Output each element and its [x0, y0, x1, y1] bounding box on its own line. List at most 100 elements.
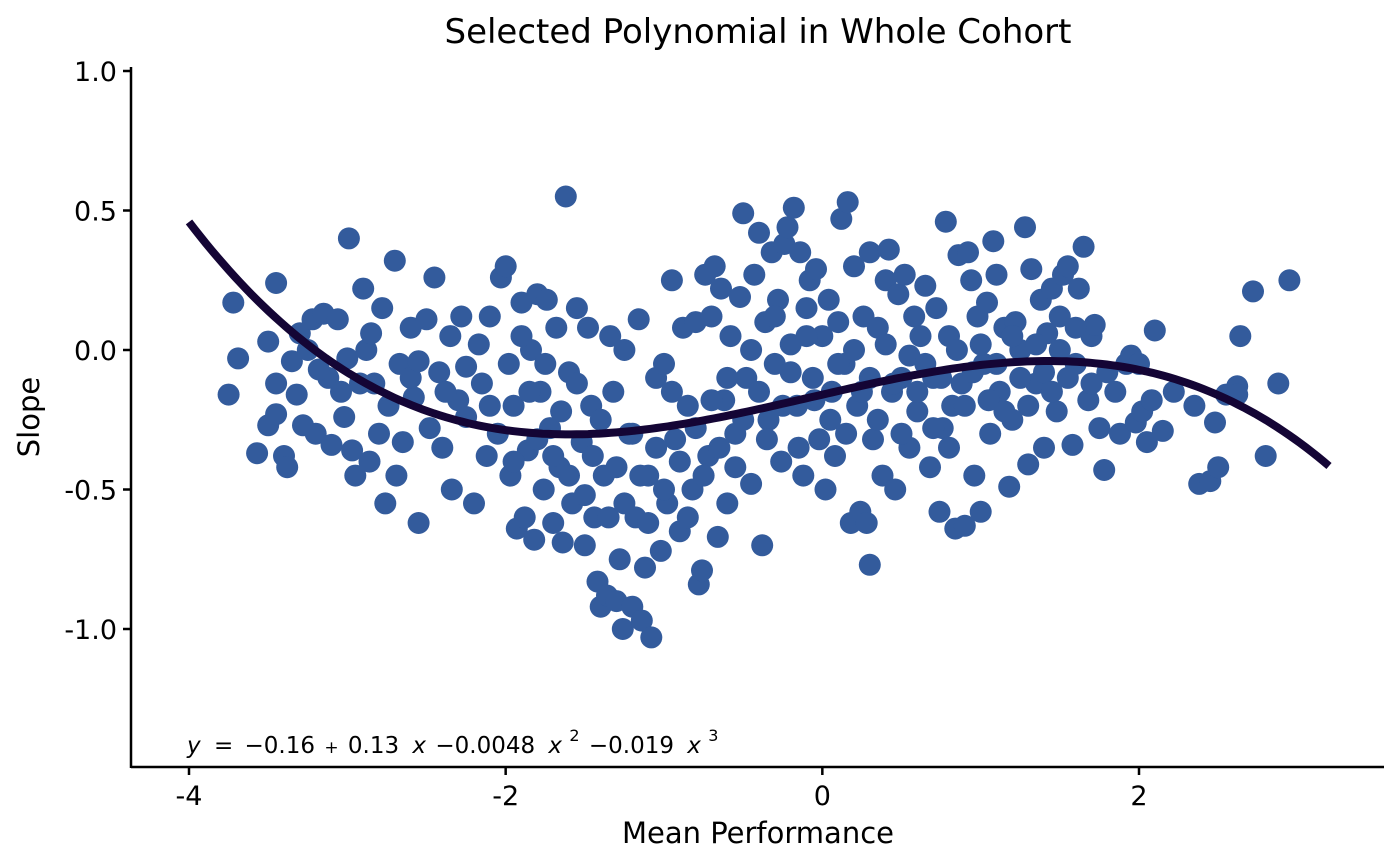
- data-point: [979, 422, 1002, 445]
- data-point: [257, 330, 280, 353]
- data-point: [439, 325, 462, 348]
- data-point: [795, 297, 818, 320]
- data-point: [1045, 400, 1068, 423]
- data-point: [706, 525, 729, 548]
- data-point: [246, 442, 269, 465]
- y-tick-label: 0.0: [74, 336, 117, 367]
- y-ticks: -1.0 -0.5 0.0 0.5 1.0: [64, 57, 131, 646]
- data-point: [884, 478, 907, 501]
- data-point: [676, 394, 699, 417]
- eq-plus: +: [324, 738, 338, 758]
- data-point: [977, 389, 1000, 412]
- data-point: [304, 422, 327, 445]
- data-point: [653, 478, 675, 501]
- data-point: [320, 433, 343, 456]
- y-tick-label: 0.5: [74, 197, 117, 228]
- data-point: [337, 227, 360, 250]
- data-point: [703, 255, 726, 278]
- data-point: [307, 358, 330, 381]
- x-ticks: -4 -2 0 2: [176, 767, 1148, 812]
- data-point: [817, 288, 840, 311]
- data-point: [1093, 459, 1116, 481]
- data-point: [1056, 255, 1079, 278]
- data-point: [399, 366, 422, 389]
- eq-x1: x: [411, 733, 426, 759]
- data-point: [969, 333, 992, 356]
- data-point: [740, 472, 763, 495]
- data-point: [836, 191, 859, 214]
- data-point: [660, 380, 683, 403]
- eq-y: y: [186, 733, 201, 759]
- data-point: [1020, 258, 1043, 281]
- eq-x2: x: [547, 733, 562, 759]
- data-point: [371, 297, 394, 320]
- data-point: [827, 352, 850, 375]
- y-tick-label: -0.5: [64, 476, 117, 507]
- data-point: [993, 400, 1016, 423]
- data-point: [573, 484, 596, 507]
- data-point: [719, 325, 742, 348]
- data-point: [893, 263, 916, 286]
- data-point: [855, 512, 878, 534]
- data-point: [748, 380, 770, 403]
- data-point: [653, 352, 675, 375]
- data-point: [808, 428, 831, 451]
- data-point: [1254, 445, 1277, 467]
- eq-x3: x: [686, 733, 701, 759]
- data-point: [502, 450, 525, 473]
- data-point: [787, 436, 810, 459]
- x-axis-label: Mean Performance: [622, 816, 894, 850]
- data-point: [953, 514, 976, 537]
- data-point: [692, 464, 715, 487]
- data-point: [735, 366, 758, 389]
- data-point: [890, 422, 913, 445]
- data-point: [627, 308, 650, 331]
- data-point: [660, 269, 683, 292]
- data-point: [391, 431, 414, 454]
- data-point: [862, 428, 884, 451]
- data-point: [708, 436, 731, 459]
- data-point: [824, 445, 846, 467]
- data-point: [877, 238, 900, 261]
- data-point: [1001, 325, 1024, 348]
- data-point: [843, 339, 865, 361]
- data-point: [779, 361, 802, 384]
- data-point: [763, 305, 786, 328]
- data-point: [732, 202, 755, 225]
- data-point: [871, 464, 894, 487]
- data-point: [1104, 380, 1127, 403]
- data-point: [577, 316, 599, 339]
- data-point: [906, 400, 929, 423]
- points-layer: [217, 185, 1301, 649]
- chart-title: Selected Polynomial in Whole Cohort: [444, 12, 1071, 52]
- data-point: [265, 272, 288, 294]
- data-point: [1025, 333, 1048, 356]
- data-point: [440, 478, 463, 501]
- data-point: [611, 618, 634, 640]
- data-point: [1077, 389, 1100, 412]
- data-point: [858, 241, 881, 264]
- data-point: [1040, 380, 1063, 403]
- data-point: [333, 406, 356, 428]
- data-point: [551, 531, 574, 554]
- data-point: [922, 417, 945, 440]
- eq-c2: −0.0048: [435, 733, 535, 759]
- data-point: [558, 464, 580, 487]
- data-point: [285, 383, 308, 406]
- data-point: [428, 361, 451, 384]
- data-point: [676, 506, 699, 529]
- data-point: [976, 291, 998, 314]
- data-point: [827, 311, 850, 334]
- data-point: [1143, 319, 1166, 342]
- eq-equals: =: [214, 733, 233, 759]
- data-point: [326, 308, 349, 331]
- data-point: [814, 478, 837, 501]
- data-point: [418, 417, 441, 440]
- data-point: [534, 352, 557, 375]
- data-point: [463, 492, 485, 515]
- data-point: [843, 255, 865, 278]
- data-point: [1135, 431, 1158, 454]
- data-point: [344, 464, 367, 487]
- data-point: [1048, 339, 1071, 361]
- data-point: [368, 422, 390, 445]
